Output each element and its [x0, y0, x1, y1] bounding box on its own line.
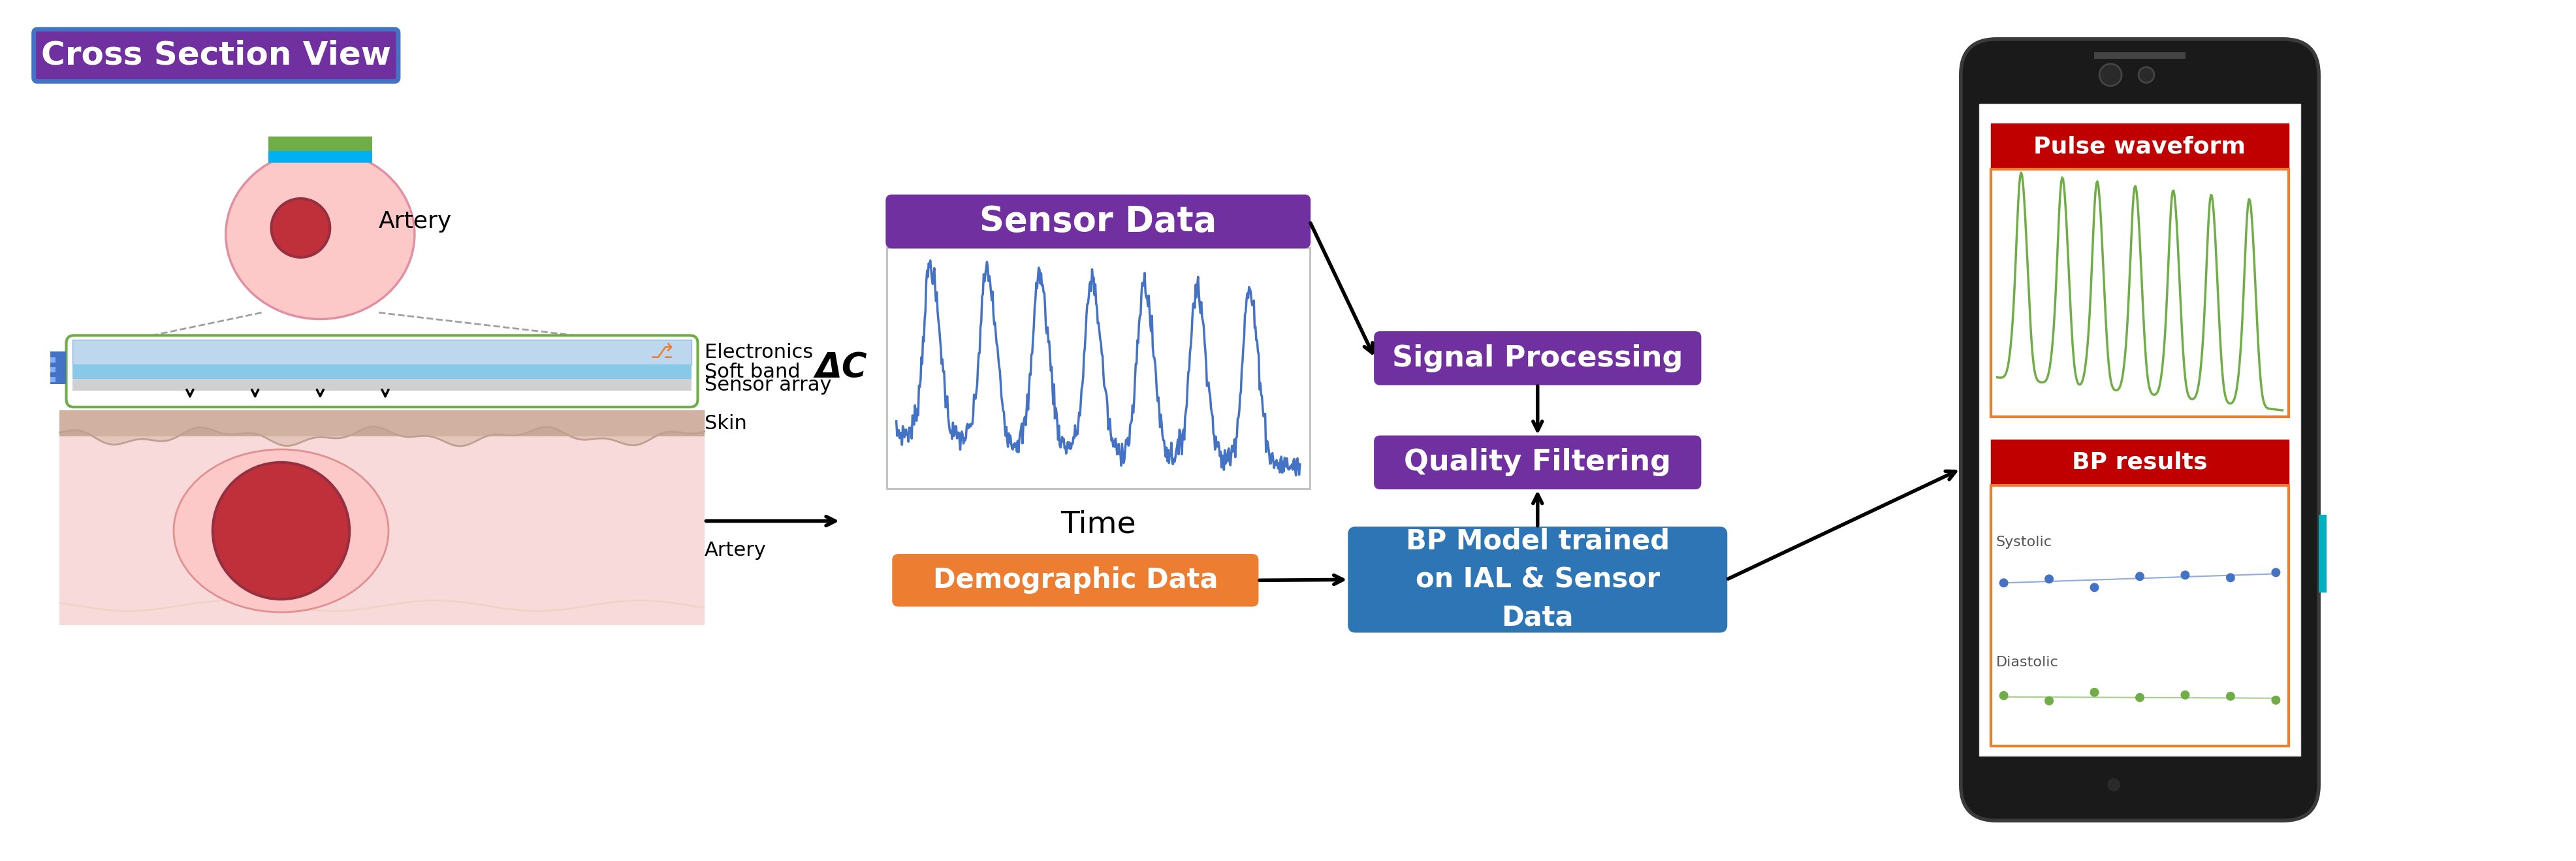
Bar — [49, 351, 67, 384]
Text: Artery: Artery — [379, 210, 451, 232]
Circle shape — [2045, 697, 2053, 705]
Circle shape — [2045, 574, 2053, 584]
Bar — [1991, 486, 2290, 746]
Bar — [59, 437, 703, 625]
Text: Diastolic: Diastolic — [1996, 656, 2058, 669]
Circle shape — [2182, 691, 2190, 699]
Circle shape — [2272, 696, 2280, 704]
Text: ΔC: ΔC — [814, 351, 868, 385]
Circle shape — [214, 462, 350, 599]
FancyBboxPatch shape — [1376, 437, 1700, 488]
Text: Demographic Data: Demographic Data — [933, 567, 1218, 594]
Bar — [72, 365, 690, 379]
Bar — [72, 340, 690, 365]
FancyBboxPatch shape — [33, 29, 399, 82]
Circle shape — [2089, 583, 2099, 592]
Bar — [2318, 515, 2326, 592]
Circle shape — [2226, 573, 2236, 582]
Text: Systolic: Systolic — [1996, 536, 2053, 549]
Bar — [1991, 440, 2290, 486]
Bar — [49, 377, 54, 382]
Bar — [1991, 124, 2290, 170]
Circle shape — [1999, 579, 2009, 587]
Ellipse shape — [173, 449, 389, 612]
Text: Quality Filtering: Quality Filtering — [1404, 449, 1672, 476]
FancyBboxPatch shape — [1350, 528, 1726, 632]
Text: Cross Section View: Cross Section View — [41, 40, 392, 71]
Text: ⎇: ⎇ — [652, 343, 672, 362]
FancyBboxPatch shape — [894, 554, 1257, 605]
Bar — [49, 368, 54, 373]
Circle shape — [2089, 688, 2099, 697]
Circle shape — [2136, 693, 2143, 702]
Circle shape — [2107, 778, 2120, 791]
Text: Sensor array: Sensor array — [703, 375, 832, 394]
Bar — [1991, 170, 2290, 417]
Text: Electronics: Electronics — [703, 343, 814, 362]
Bar — [49, 357, 54, 362]
Text: Skin: Skin — [703, 414, 747, 433]
Text: BP Model trained
on IAL & Sensor
Data: BP Model trained on IAL & Sensor Data — [1406, 528, 1669, 632]
Circle shape — [2182, 571, 2190, 579]
Text: Time: Time — [1061, 510, 1136, 539]
Text: Artery: Artery — [703, 541, 765, 560]
Text: Signal Processing: Signal Processing — [1391, 344, 1682, 372]
Text: Soft band: Soft band — [703, 362, 801, 381]
FancyBboxPatch shape — [886, 195, 1309, 247]
Text: Pulse waveform: Pulse waveform — [2032, 135, 2246, 158]
Circle shape — [2138, 67, 2154, 83]
Circle shape — [270, 199, 330, 257]
Bar — [72, 379, 690, 391]
Text: BP results: BP results — [2071, 451, 2208, 474]
Circle shape — [2099, 64, 2123, 86]
FancyBboxPatch shape — [67, 336, 698, 407]
Text: Sensor Data: Sensor Data — [979, 204, 1216, 238]
Ellipse shape — [227, 150, 415, 319]
Bar — [1978, 104, 2300, 755]
FancyBboxPatch shape — [1376, 332, 1700, 384]
Circle shape — [2272, 568, 2280, 577]
Bar — [2094, 52, 2184, 59]
Bar — [59, 411, 703, 437]
Circle shape — [2226, 691, 2236, 701]
Bar — [886, 247, 1309, 488]
Circle shape — [2136, 572, 2143, 581]
Bar — [268, 137, 374, 151]
FancyBboxPatch shape — [1960, 39, 2318, 821]
Bar — [268, 151, 374, 163]
Circle shape — [1999, 691, 2009, 700]
